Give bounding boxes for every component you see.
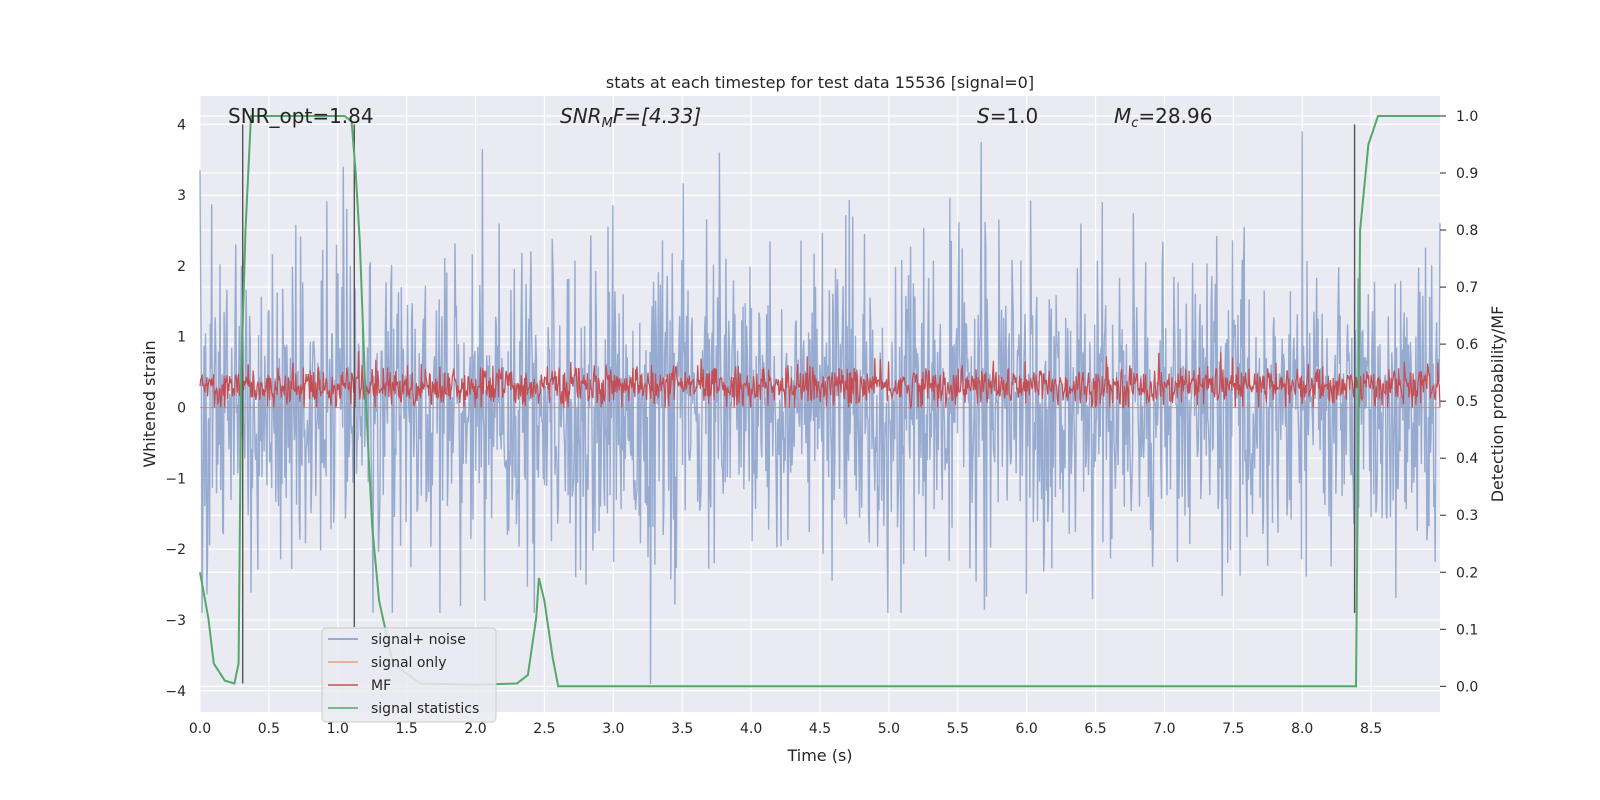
y2-axis-ticks: 1.0 0.9 0.8 0.7 0.6 0.5 0.4 0.3 0.2 0.1 0.0 [1440, 109, 1478, 695]
y-tick-label: 0 [177, 401, 186, 417]
mc-value: =28.96 [1138, 104, 1212, 128]
x-tick-label: 5.5 [947, 721, 969, 737]
y-tick-label: 4 [177, 117, 186, 133]
legend-label-signal-statistics: signal statistics [371, 701, 479, 717]
x-tick-label: 6.5 [1084, 721, 1106, 737]
y-tick-label: 3 [177, 188, 186, 204]
y2-tick-label: 0.1 [1456, 622, 1478, 638]
y-tick-label: −3 [165, 613, 186, 629]
legend-box [321, 627, 497, 723]
s-symbol: S [977, 104, 990, 128]
annotation-mc: Mc=28.96 [1114, 104, 1212, 131]
annotation-s: S=1.0 [977, 104, 1038, 128]
y2-tick-label: 0.9 [1456, 166, 1478, 182]
snr-mf-value: F=[4.33] [613, 104, 701, 128]
x-tick-label: 2.0 [464, 721, 486, 737]
x-tick-label: 5.0 [878, 721, 900, 737]
x-tick-label: 3.0 [602, 721, 624, 737]
x-axis-ticks: 0.0 0.5 1.0 1.5 2.0 2.5 3.0 3.5 4.0 4.5 5.0 5.5 6.0 6… [189, 721, 1382, 737]
x-tick-label: 3.5 [671, 721, 693, 737]
x-tick-label: 6.0 [1016, 721, 1038, 737]
x-tick-label: 7.0 [1153, 721, 1175, 737]
legend-label-signal-only: signal only [371, 655, 446, 671]
x-axis-label: Time (s) [786, 746, 852, 765]
annotation-snr-opt: SNR_opt=1.84 [228, 104, 374, 128]
x-tick-label: 1.5 [396, 721, 418, 737]
y2-axis-label: Detection probability/MF [1488, 306, 1507, 503]
y2-tick-label: 0.5 [1456, 394, 1478, 410]
x-tick-label: 2.5 [533, 721, 555, 737]
x-tick-label: 4.0 [740, 721, 762, 737]
x-tick-label: 4.5 [809, 721, 831, 737]
annotation-snr-mf: SNRMF=[4.33] [560, 104, 701, 131]
y2-tick-label: 0.2 [1456, 565, 1478, 581]
x-tick-label: 0.5 [258, 721, 280, 737]
x-tick-label: 8.5 [1360, 721, 1382, 737]
vertical-markers [242, 124, 1356, 684]
chart-title: stats at each timestep for test data 155… [606, 73, 1034, 92]
legend-label-signal-noise: signal+ noise [371, 632, 466, 648]
y2-tick-label: 0.0 [1456, 679, 1478, 695]
mf-series [199, 351, 1441, 410]
y2-tick-label: 0.6 [1456, 337, 1478, 353]
s-value: =1.0 [990, 104, 1039, 128]
y2-tick-label: 0.3 [1456, 508, 1478, 524]
legend: signal+ noise signal only MF signal stat… [321, 627, 497, 723]
y-tick-label: −4 [165, 684, 186, 700]
mf-line [199, 351, 1441, 410]
legend-label-mf: MF [371, 678, 391, 694]
y2-tick-label: 1.0 [1456, 109, 1478, 125]
x-tick-label: 8.0 [1291, 721, 1313, 737]
y2-tick-label: 0.4 [1456, 451, 1478, 467]
y-tick-label: −2 [165, 542, 186, 558]
y-axis-label: Whitened strain [140, 340, 159, 467]
x-tick-label: 7.5 [1222, 721, 1244, 737]
y-axis-ticks: 4 3 2 1 0 −1 −2 −3 −4 [165, 117, 186, 699]
y-tick-label: 1 [177, 330, 186, 346]
snr-mf-subscript: M [602, 116, 613, 131]
mc-subscript: c [1131, 116, 1138, 131]
y-tick-label: 2 [177, 259, 186, 275]
y-tick-label: −1 [165, 471, 186, 487]
x-tick-label: 1.0 [327, 721, 349, 737]
x-tick-label: 0.0 [189, 721, 211, 737]
y2-tick-label: 0.8 [1456, 223, 1478, 239]
snr-mf-symbol: SNR [560, 104, 602, 128]
mc-symbol: M [1114, 104, 1131, 128]
y2-tick-label: 0.7 [1456, 280, 1478, 296]
